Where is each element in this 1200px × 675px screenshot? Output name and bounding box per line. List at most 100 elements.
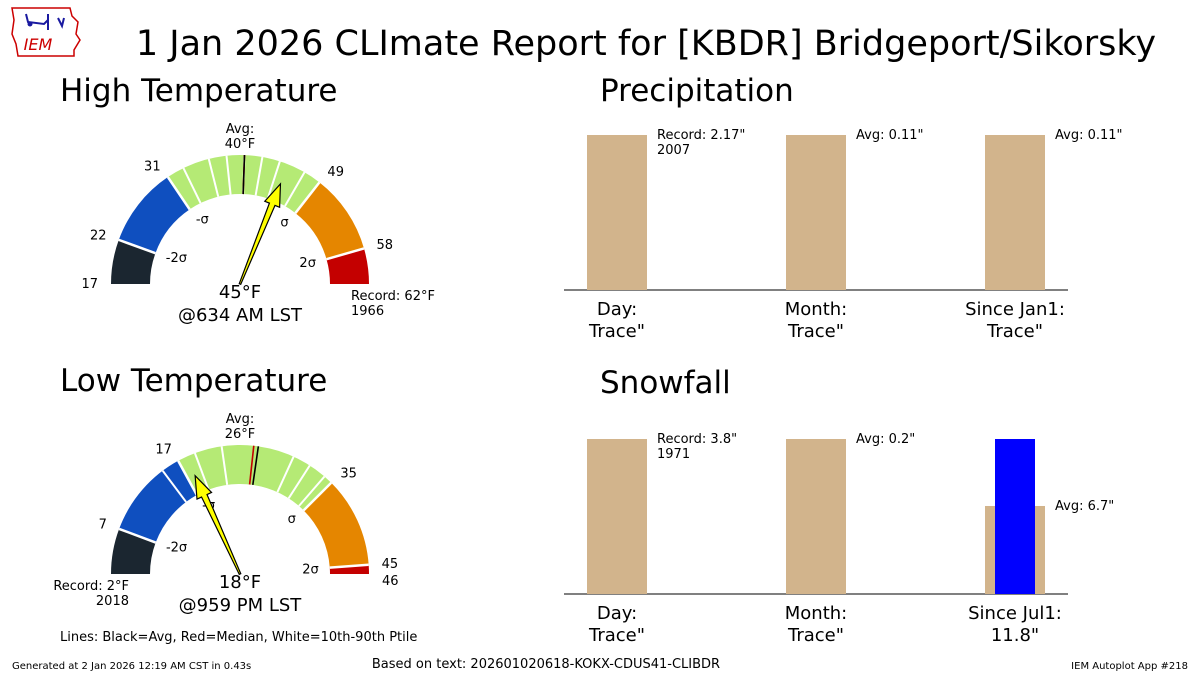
- snow-category-value: Trace": [787, 625, 844, 646]
- snow-bar-annotation: Avg: 0.2": [856, 432, 915, 447]
- high-band-divider: [326, 247, 365, 261]
- page-title: 1 Jan 2026 CLImate Report for [KBDR] Bri…: [136, 24, 1156, 64]
- precip-category-label: Day:: [597, 299, 637, 320]
- low-tick-label: 46: [382, 574, 399, 589]
- precip-bar-annotation: Avg: 0.11": [1055, 128, 1123, 143]
- snow-bar-annotation-year: 1971: [657, 447, 690, 462]
- precip-category-value: Trace": [986, 321, 1043, 342]
- high-sigma-label: -σ: [196, 213, 209, 228]
- snow-category-value: Trace": [588, 625, 645, 646]
- low-band-divider: [177, 460, 198, 496]
- low-record-label: Record: 2°F: [53, 579, 129, 594]
- precip-category-value: Trace": [787, 321, 844, 342]
- footer-based-on: Based on text: 202601020618-KOKX-CDUS41-…: [372, 657, 720, 672]
- low-percentile-line: [298, 475, 326, 507]
- precip-average-bar: [786, 135, 846, 290]
- high-sigma-label: -2σ: [166, 251, 187, 266]
- high-avg-label: Avg:: [226, 122, 254, 137]
- low-percentile-line: [161, 470, 187, 503]
- low-pointer-arrow: [194, 474, 242, 576]
- low-temp-title: Low Temperature: [60, 363, 327, 399]
- low-percentile-line: [193, 452, 210, 491]
- low-median-line: [248, 445, 255, 485]
- low-band-divider: [118, 527, 157, 544]
- high-band: [295, 182, 365, 260]
- high-tick-label: 49: [327, 165, 344, 180]
- weather-station-icon: [25, 13, 65, 30]
- high-tick-label: 22: [90, 228, 107, 243]
- high-sigma-label: σ: [280, 216, 288, 231]
- high-band-divider: [294, 181, 321, 214]
- low-average-line: [252, 446, 260, 486]
- snow-bar-annotation: Avg: 6.7": [1055, 499, 1114, 514]
- low-band: [111, 528, 156, 574]
- low-band: [119, 460, 197, 543]
- low-avg-label: Avg:: [226, 412, 254, 427]
- low-band-divider: [329, 563, 369, 569]
- legend-note: Lines: Black=Avg, Red=Median, White=10th…: [60, 630, 417, 645]
- low-observed-time: @959 PM LST: [179, 595, 303, 616]
- high-band: [118, 177, 190, 254]
- low-percentile-line: [220, 446, 229, 486]
- low-avg-value: 26°F: [225, 427, 256, 442]
- high-sigma-label: 2σ: [299, 256, 316, 271]
- precip-bar-annotation: Record: 2.17": [657, 128, 745, 143]
- low-percentile-line: [287, 464, 311, 499]
- low-band: [178, 445, 332, 511]
- high-average-line: [242, 155, 246, 195]
- precipitation-panel: Precipitation Record: 2.17"2007 Day: Trace…: [564, 73, 1123, 342]
- precip-average-bar: [985, 135, 1045, 290]
- precip-bar-annotation-year: 2007: [657, 143, 690, 158]
- snowfall-title: Snowfall: [600, 365, 731, 401]
- high-pointer-arrow: [238, 182, 282, 286]
- high-percentile-line: [225, 155, 232, 195]
- snow-category-label: Since Jul1:: [968, 603, 1062, 624]
- low-tick-label: 45: [382, 557, 399, 572]
- snow-bar-annotation: Record: 3.8": [657, 432, 737, 447]
- high-band-divider: [166, 176, 191, 211]
- low-band: [303, 482, 369, 568]
- precip-average-bar: [587, 135, 647, 290]
- high-observed-value: 45°F: [219, 282, 261, 303]
- snow-category-label: Month:: [785, 603, 847, 624]
- snowfall-panel: Snowfall Record: 3.8"1971Day:Trace"Avg: …: [564, 365, 1114, 646]
- low-sigma-label: -2σ: [166, 540, 187, 555]
- snow-category-value: 11.8": [991, 625, 1039, 646]
- high-avg-value: 40°F: [225, 137, 256, 152]
- precip-category-label: Month:: [785, 299, 847, 320]
- high-observed-time: @634 AM LST: [178, 305, 303, 326]
- high-percentile-line: [254, 156, 264, 196]
- high-record-year: 1966: [351, 304, 384, 319]
- snow-average-bar: [587, 439, 647, 594]
- footer-generated: Generated at 2 Jan 2026 12:19 AM CST in …: [12, 661, 251, 672]
- low-percentile-line: [276, 456, 295, 493]
- high-tick-label: 58: [376, 238, 393, 253]
- snow-observed-bar: [995, 439, 1035, 594]
- precipitation-title: Precipitation: [600, 73, 794, 109]
- low-tick-label: 7: [99, 517, 107, 532]
- low-observed-value: 18°F: [219, 572, 261, 593]
- low-record-year: 2018: [96, 594, 129, 609]
- precip-category-label: Since Jan1:: [965, 299, 1065, 320]
- high-percentile-line: [284, 171, 306, 207]
- low-tick-label: 17: [155, 442, 172, 457]
- high-percentile-line: [182, 167, 202, 204]
- high-percentile-line: [207, 158, 220, 197]
- station-dot-icon: [27, 21, 33, 27]
- high-percentile-line: [266, 161, 281, 199]
- high-band-divider: [118, 238, 156, 255]
- high-tick-label: 31: [144, 159, 161, 174]
- snow-average-bar: [786, 439, 846, 594]
- low-temp-gauge: Low Temperature 717354546-2σ-σσ2σAvg:26°…: [53, 363, 398, 616]
- high-temp-title: High Temperature: [60, 73, 337, 109]
- high-band: [111, 239, 156, 284]
- low-band-divider: [302, 481, 333, 512]
- high-tick-label: 17: [81, 277, 98, 292]
- low-sigma-label: σ: [288, 512, 296, 527]
- high-record-label: Record: 62°F: [351, 289, 435, 304]
- logo-text: IEM: [24, 35, 53, 54]
- precip-bar-annotation: Avg: 0.11": [856, 128, 924, 143]
- footer-app: IEM Autoplot App #218: [1071, 661, 1188, 672]
